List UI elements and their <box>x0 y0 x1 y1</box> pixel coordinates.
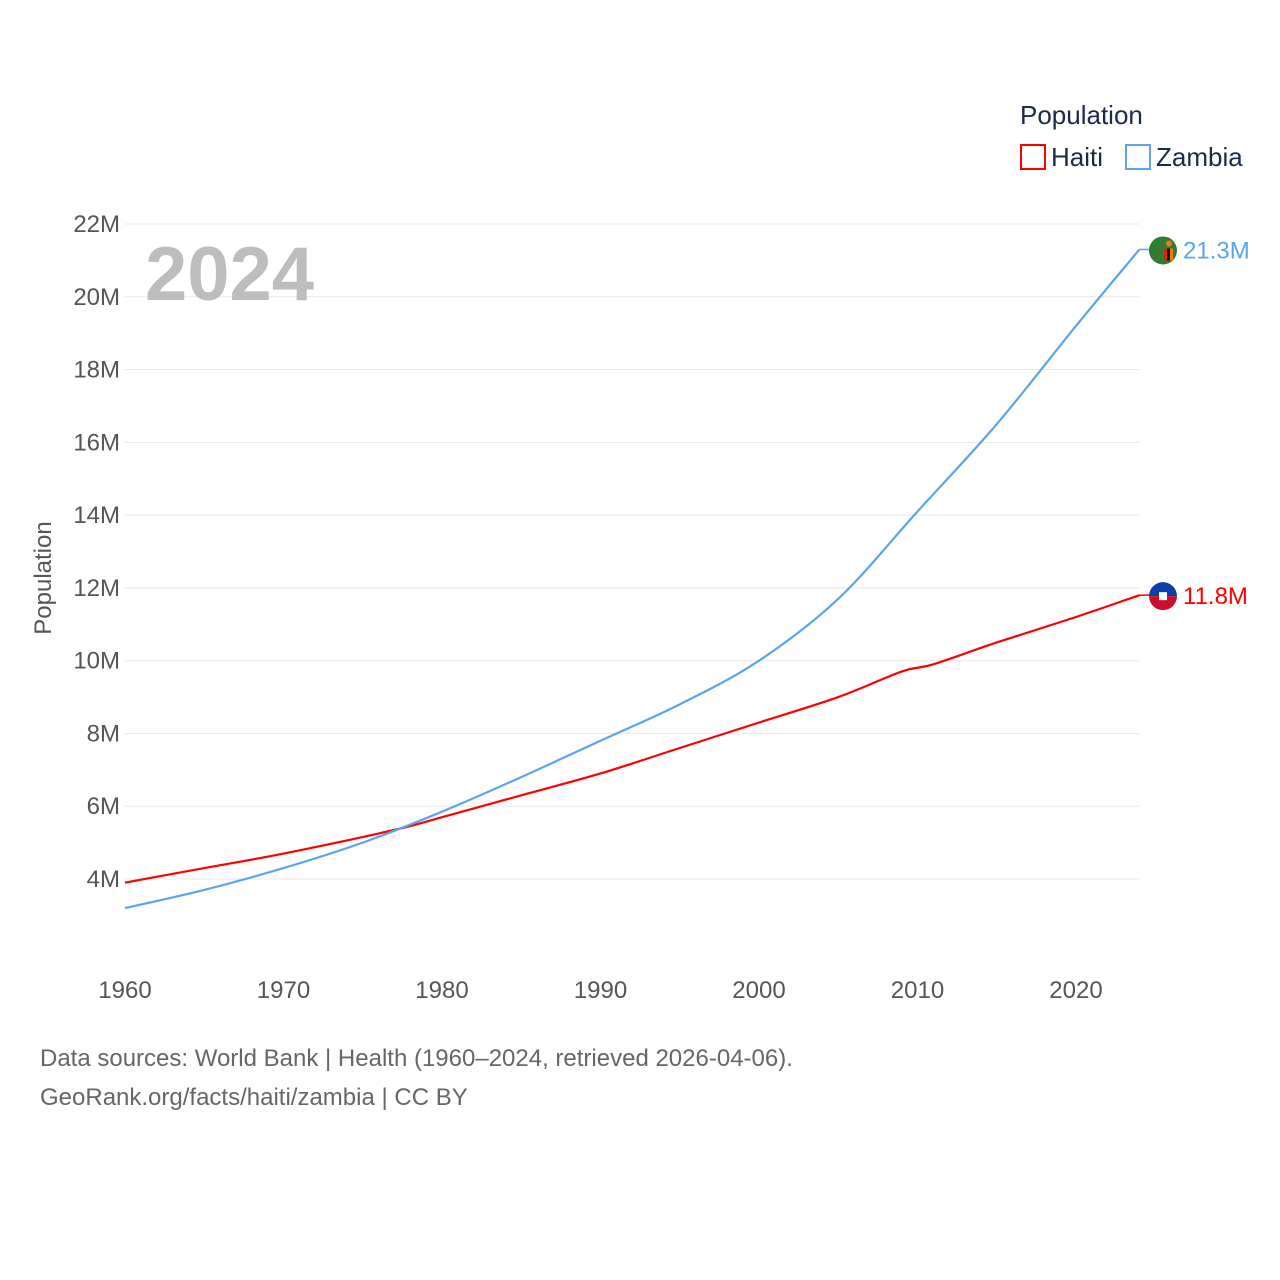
x-tick-label: 2010 <box>891 977 944 1004</box>
haiti-flag-icon <box>1149 582 1178 611</box>
x-tick-label: 2000 <box>732 977 785 1004</box>
legend-label-zambia: Zambia <box>1156 142 1243 172</box>
legend-title: Population <box>1020 100 1143 130</box>
y-tick-label: 14M <box>73 502 120 529</box>
footer-credit[interactable]: GeoRank.org/facts/haiti/zambia | CC BY <box>40 1084 468 1111</box>
x-tick-label: 2020 <box>1049 977 1102 1004</box>
flag-part <box>1164 248 1167 261</box>
flag-part <box>1159 592 1167 601</box>
zambia-flag-icon <box>1149 236 1177 265</box>
flag-part <box>1170 248 1173 261</box>
y-tick-label: 8M <box>87 720 120 747</box>
legend: Population Haiti Zambia <box>1020 100 1243 172</box>
flag-part <box>1166 240 1172 247</box>
flag-part <box>1167 248 1170 261</box>
x-tick-label: 1960 <box>98 977 151 1004</box>
legend-swatch-haiti <box>1020 144 1046 170</box>
end-value-label-haiti: 11.8M <box>1183 583 1248 610</box>
y-tick-label: 16M <box>73 429 120 456</box>
y-tick-label: 12M <box>73 575 120 602</box>
series-line-haiti <box>124 594 1140 884</box>
y-tick-label: 4M <box>87 866 120 893</box>
y-tick-label: 6M <box>87 793 120 820</box>
year-watermark: 2024 <box>145 232 314 317</box>
legend-label-haiti: Haiti <box>1051 142 1103 172</box>
y-tick-label: 18M <box>73 357 120 384</box>
footer-sources: Data sources: World Bank | Health (1960–… <box>40 1045 793 1072</box>
legend-swatch-zambia <box>1125 144 1151 170</box>
y-axis-label: Population <box>30 521 57 634</box>
legend-item-haiti[interactable]: Haiti <box>1020 142 1103 172</box>
x-tick-label: 1990 <box>574 977 627 1004</box>
flag-part <box>1149 582 1178 597</box>
flag-part <box>1149 596 1178 611</box>
x-tick-label: 1980 <box>415 977 468 1004</box>
legend-item-zambia[interactable]: Zambia <box>1125 142 1243 172</box>
end-value-label-zambia: 21.3M <box>1183 237 1250 264</box>
series-line-zambia <box>124 248 1141 910</box>
y-tick-label: 22M <box>73 211 120 238</box>
y-tick-label: 10M <box>73 648 120 675</box>
x-tick-label: 1970 <box>257 977 310 1004</box>
y-tick-label: 20M <box>73 284 120 311</box>
